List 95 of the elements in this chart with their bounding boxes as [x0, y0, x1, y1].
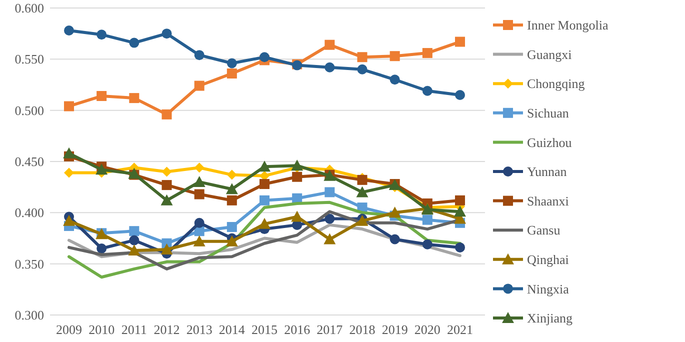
point — [162, 180, 172, 190]
point — [258, 160, 270, 172]
point — [455, 36, 465, 47]
legend-label: Chongqing — [527, 76, 586, 92]
legend-label: Shaanxi — [527, 193, 570, 208]
legend-label: Yunnan — [527, 164, 568, 180]
point — [260, 179, 270, 190]
x-tick-label: 2018 — [349, 322, 376, 337]
x-tick-label: 2019 — [382, 322, 408, 337]
y-tick-label: 0.550 — [14, 52, 44, 67]
x-tick-label: 2017 — [316, 322, 344, 337]
point — [63, 214, 75, 226]
y-tick-label: 0.450 — [14, 154, 44, 170]
point — [422, 86, 432, 96]
point — [455, 195, 465, 206]
point — [324, 62, 335, 72]
point — [194, 50, 204, 60]
point — [390, 234, 400, 244]
point — [96, 91, 107, 102]
point — [455, 242, 465, 252]
y-tick-label: 0.350 — [14, 256, 44, 272]
legend-label: Sichuan — [527, 105, 570, 120]
x-tick-label: 2010 — [88, 322, 115, 337]
point — [260, 52, 270, 62]
x-tick-label: 2011 — [121, 322, 147, 337]
point — [226, 58, 237, 68]
point — [64, 168, 74, 178]
legend-label: Gansu — [527, 222, 561, 238]
legend-label: Guizhou — [527, 134, 572, 150]
point — [194, 218, 204, 228]
point — [226, 183, 238, 194]
point — [129, 38, 140, 48]
point — [64, 101, 74, 112]
point — [356, 186, 368, 198]
point — [162, 166, 172, 177]
point — [96, 30, 107, 40]
legend-label: Ningxia — [527, 281, 570, 296]
point — [390, 51, 400, 62]
point — [455, 90, 465, 100]
point — [324, 187, 335, 198]
point — [422, 239, 432, 250]
x-tick-label: 2021 — [447, 322, 473, 337]
point — [160, 194, 173, 206]
point — [129, 226, 140, 236]
point — [291, 210, 304, 222]
x-tick-label: 2009 — [56, 322, 82, 337]
legend-label: Inner Mongolia — [527, 18, 608, 33]
legend-label: Qinghai — [527, 252, 570, 267]
point — [194, 189, 204, 200]
point — [129, 93, 140, 104]
x-tick-label: 2013 — [186, 322, 212, 337]
point — [226, 195, 237, 206]
point — [388, 206, 401, 218]
point — [260, 195, 270, 206]
point — [96, 164, 108, 175]
legend-label: Guangxi — [527, 46, 572, 62]
point — [357, 64, 368, 74]
point — [226, 222, 237, 232]
point — [162, 109, 172, 120]
point — [129, 235, 140, 246]
x-tick-label: 2015 — [252, 322, 278, 337]
point — [193, 235, 206, 246]
point — [324, 214, 335, 224]
point — [96, 243, 107, 254]
legend-label: Xinjiang — [527, 310, 573, 326]
point — [128, 244, 140, 256]
point — [422, 214, 432, 225]
point — [357, 52, 368, 62]
point — [160, 244, 173, 255]
y-tick-label: 0.400 — [14, 205, 44, 220]
point — [194, 80, 204, 91]
point — [422, 48, 432, 58]
point — [260, 170, 270, 181]
x-tick-label: 2016 — [284, 322, 311, 337]
point — [226, 68, 237, 78]
point — [64, 26, 74, 36]
point — [258, 218, 270, 229]
point — [63, 147, 75, 158]
point — [291, 160, 304, 171]
x-tick-label: 2012 — [154, 322, 180, 337]
point — [193, 176, 206, 187]
point — [454, 206, 466, 217]
point — [324, 40, 335, 50]
point — [226, 170, 237, 180]
y-tick-label: 0.500 — [14, 102, 44, 118]
y-tick-label: 0.300 — [14, 308, 44, 323]
point — [324, 233, 336, 244]
x-tick-label: 2020 — [414, 322, 440, 337]
y-tick-label: 0.600 — [14, 0, 44, 16]
point — [292, 172, 302, 182]
point — [194, 162, 204, 173]
point — [226, 235, 238, 246]
point — [162, 28, 172, 39]
point — [390, 74, 400, 85]
x-tick-label: 2014 — [218, 322, 246, 337]
